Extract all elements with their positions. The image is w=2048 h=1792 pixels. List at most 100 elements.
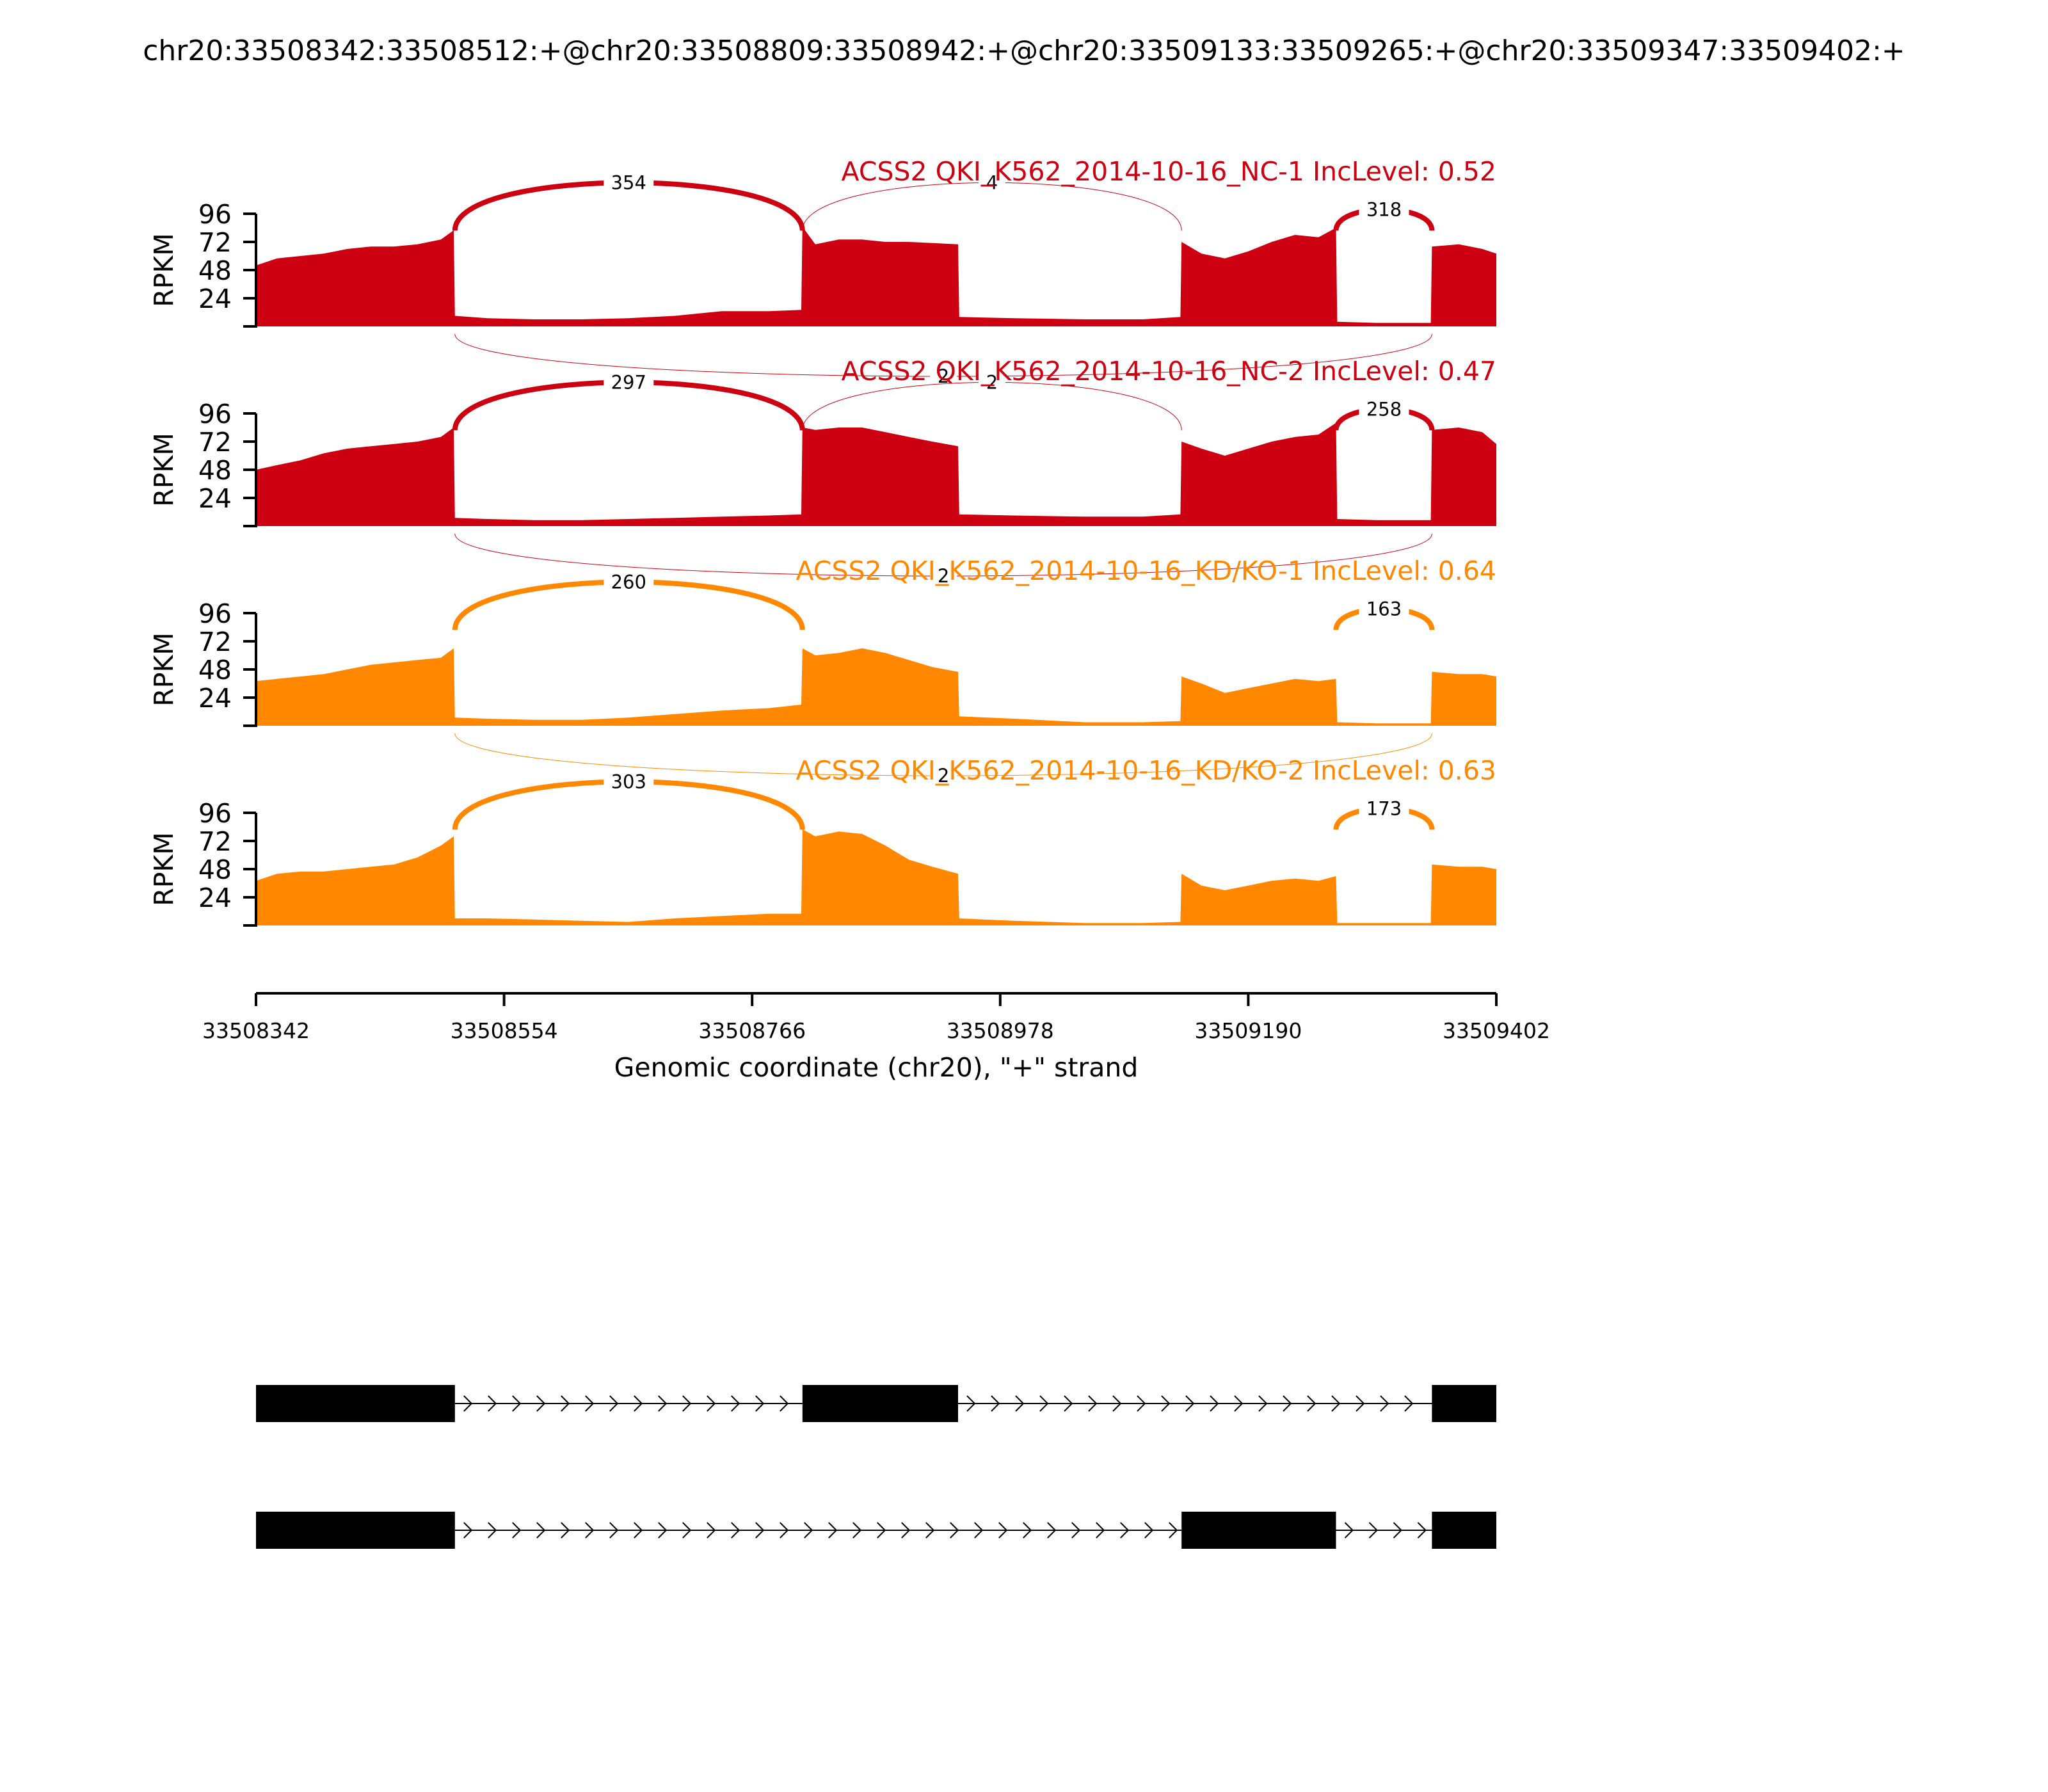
- strand-arrow: [512, 1522, 522, 1539]
- strand-arrow: [609, 1522, 619, 1539]
- junction-count-label: 4: [986, 172, 998, 193]
- strand-arrow: [658, 1522, 668, 1539]
- exon-block: [1432, 1512, 1496, 1549]
- y-tick-label: 48: [198, 854, 232, 885]
- y-axis-label: RPKM: [148, 433, 179, 506]
- y-tick-label: 72: [198, 227, 232, 258]
- strand-arrow: [488, 1395, 497, 1412]
- exon-block: [1181, 1512, 1336, 1549]
- strand-arrow: [974, 1522, 984, 1539]
- strand-arrow: [634, 1522, 643, 1539]
- strand-arrow: [536, 1395, 546, 1412]
- strand-arrow: [634, 1395, 643, 1412]
- x-tick-label: 33509402: [1443, 1018, 1550, 1043]
- strand-arrow: [731, 1395, 740, 1412]
- isoform-structures: [256, 1385, 1496, 1549]
- strand-arrow: [877, 1522, 886, 1539]
- junction-count-label: 258: [1366, 398, 1402, 420]
- junction-count-label: 2: [986, 371, 998, 393]
- strand-arrow: [1344, 1522, 1354, 1539]
- strand-arrow: [991, 1395, 1000, 1412]
- strand-arrow: [463, 1522, 473, 1539]
- isoform-1: [256, 1385, 1496, 1422]
- strand-arrow: [1023, 1522, 1032, 1539]
- strand-arrow: [1112, 1395, 1122, 1412]
- strand-arrow: [1283, 1395, 1292, 1412]
- x-tick-label: 33508554: [451, 1018, 558, 1043]
- y-tick-label: 48: [198, 255, 232, 286]
- x-tick-label: 33508766: [698, 1018, 806, 1043]
- x-tick-label: 33508342: [202, 1018, 310, 1043]
- strand-arrow: [1380, 1395, 1389, 1412]
- junction-label-bg: [1359, 596, 1409, 622]
- strand-arrow: [950, 1522, 959, 1539]
- strand-arrow: [707, 1522, 716, 1539]
- strand-arrow: [731, 1522, 740, 1539]
- strand-arrow: [1169, 1522, 1178, 1539]
- y-tick-label: 96: [198, 399, 232, 429]
- junction-label-bg: [979, 369, 1005, 396]
- strand-arrow: [852, 1522, 862, 1539]
- strand-arrow: [1356, 1395, 1365, 1412]
- strand-arrow: [901, 1522, 911, 1539]
- strand-arrow: [609, 1395, 619, 1412]
- strand-arrow: [804, 1522, 813, 1539]
- junction-count-label: 297: [611, 371, 646, 393]
- junction-count-label: 260: [611, 571, 646, 593]
- strand-arrow: [1331, 1395, 1341, 1412]
- strand-arrow: [1039, 1395, 1049, 1412]
- exon-block: [256, 1512, 455, 1549]
- y-axis-label: RPKM: [148, 632, 179, 706]
- exon-block: [256, 1385, 455, 1422]
- strand-arrow: [512, 1395, 522, 1412]
- strand-arrow: [780, 1522, 789, 1539]
- junction-label-bg: [979, 170, 1005, 196]
- strand-arrow: [1120, 1522, 1130, 1539]
- junction-count-label: 303: [611, 771, 646, 792]
- strand-arrow: [1417, 1522, 1427, 1539]
- strand-arrow: [488, 1522, 497, 1539]
- junction-label-bg: [930, 763, 957, 788]
- y-tick-label: 72: [198, 427, 232, 458]
- y-tick-label: 24: [198, 483, 232, 514]
- junction-count-label: 163: [1366, 598, 1402, 620]
- exon-block: [802, 1385, 958, 1422]
- strand-arrow: [966, 1395, 976, 1412]
- strand-arrow: [1064, 1395, 1073, 1412]
- strand-arrow: [1015, 1395, 1025, 1412]
- junction-label-bg: [1359, 796, 1409, 822]
- strand-arrow: [585, 1522, 595, 1539]
- x-tick-label: 33509190: [1194, 1018, 1302, 1043]
- strand-arrow: [682, 1522, 692, 1539]
- y-tick-label: 24: [198, 284, 232, 314]
- strand-arrow: [1137, 1395, 1146, 1412]
- strand-arrow: [828, 1522, 838, 1539]
- x-tick-label: 33508978: [947, 1018, 1054, 1043]
- strand-arrow: [998, 1522, 1008, 1539]
- y-axis-label: RPKM: [148, 832, 179, 906]
- junction-count-label: 2: [938, 765, 949, 787]
- y-tick-label: 24: [198, 883, 232, 913]
- strand-arrow: [1234, 1395, 1244, 1412]
- strand-arrow: [755, 1395, 765, 1412]
- strand-arrow: [1047, 1522, 1057, 1539]
- junction-label-bg: [604, 369, 654, 396]
- isoform-2: [256, 1512, 1496, 1549]
- junction-count-label: 173: [1366, 797, 1402, 819]
- strand-arrow: [925, 1522, 935, 1539]
- strand-arrow: [1144, 1522, 1154, 1539]
- y-tick-label: 48: [198, 455, 232, 486]
- strand-arrow: [1258, 1395, 1268, 1412]
- junction-label-bg: [604, 569, 654, 595]
- strand-arrow: [755, 1522, 765, 1539]
- strand-arrow: [1161, 1395, 1171, 1412]
- y-tick-label: 72: [198, 826, 232, 857]
- junction-label-bg: [930, 364, 957, 389]
- strand-arrow: [1096, 1522, 1105, 1539]
- junction-count-label: 354: [611, 172, 646, 193]
